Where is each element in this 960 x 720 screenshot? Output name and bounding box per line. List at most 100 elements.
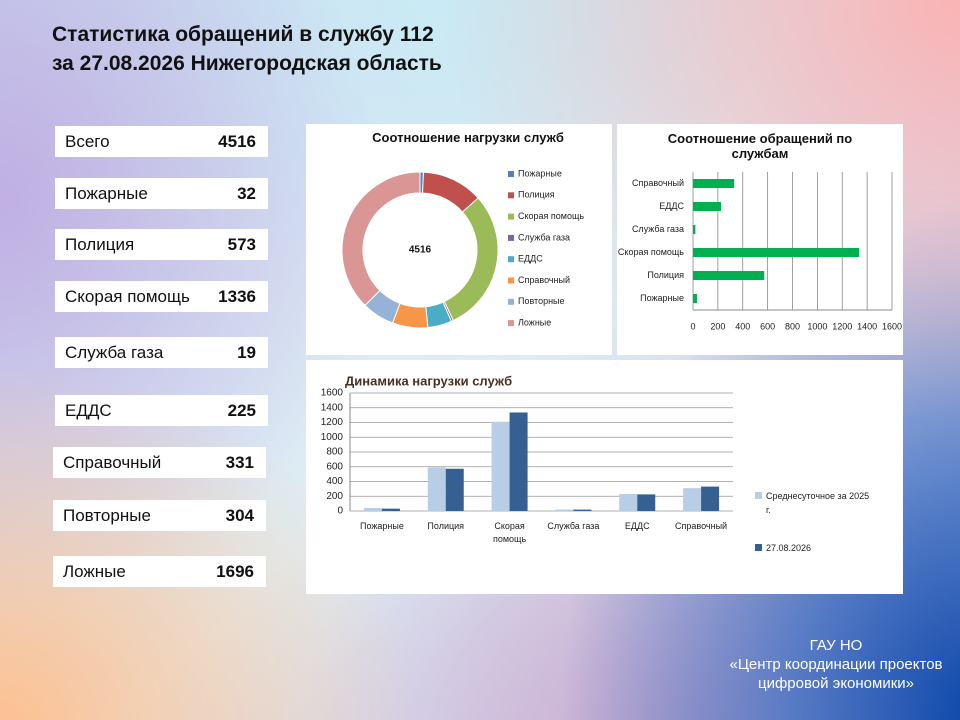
stat-value: 304: [225, 506, 254, 525]
x-tick-label: Полиция: [427, 521, 465, 531]
legend-label: Ложные: [518, 317, 551, 327]
stat-label: Служба газа: [65, 343, 164, 362]
y-tick-label: Скорая помощь: [618, 247, 684, 257]
legend-label: Справочный: [518, 275, 570, 285]
legend-swatch: [508, 192, 514, 199]
chart-title: Соотношение нагрузки служб: [372, 130, 564, 145]
x-tick-label: 1000: [807, 321, 827, 331]
legend-swatch: [508, 320, 514, 327]
stat-card: Скорая помощь 1336: [55, 281, 268, 312]
y-tick-label: 200: [326, 491, 343, 502]
y-tick-label: Пожарные: [640, 293, 684, 303]
x-tick-label: Скорая помощь: [492, 521, 527, 544]
bar: [491, 421, 510, 511]
stat-card: Пожарные 32: [55, 178, 268, 209]
bar: [683, 488, 702, 511]
bar: [555, 509, 574, 511]
legend-label: Полиция: [518, 190, 555, 200]
stat-label: Скорая помощь: [65, 287, 190, 306]
y-tick-label: 1400: [321, 402, 344, 413]
panel: [617, 124, 903, 355]
stat-label: Ложные: [63, 562, 126, 581]
stat-label: Повторные: [63, 506, 151, 525]
y-tick-label: ЕДДС: [659, 201, 684, 211]
bar: [509, 412, 528, 511]
y-tick-label: Полиция: [647, 270, 684, 280]
y-tick-label: 0: [337, 506, 343, 517]
x-tick-label: 1600: [882, 321, 902, 331]
title: за 27.08.2026 Нижегородская область: [52, 52, 442, 75]
y-tick-label: 1200: [321, 417, 344, 428]
y-tick-label: 1000: [321, 432, 344, 443]
stat-value: 32: [237, 184, 256, 203]
stat-card: ЕДДС 225: [55, 395, 268, 426]
stat-value: 19: [237, 343, 256, 362]
legend-swatch: [755, 492, 762, 499]
y-tick-label: 1600: [321, 388, 344, 399]
y-tick-label: 600: [326, 461, 343, 472]
bar: [363, 508, 382, 511]
footer: цифровой экономики»: [757, 675, 914, 692]
legend-swatch: [508, 298, 514, 305]
stat-value: 1696: [216, 562, 254, 581]
y-tick-label: 800: [326, 447, 343, 458]
legend-label: ЕДДС: [518, 254, 543, 264]
bar: [445, 468, 464, 511]
bar: [427, 467, 446, 511]
x-tick-label: Пожарные: [359, 521, 404, 531]
stat-value: 225: [227, 401, 256, 420]
legend-label: Пожарные: [518, 168, 562, 178]
stat-card: Справочный 331: [53, 447, 266, 478]
x-tick-label: Служба газа: [547, 521, 600, 531]
legend-label: Служба газа: [518, 232, 570, 242]
x-tick-label: 1200: [832, 321, 852, 331]
x-tick-label: 200: [710, 321, 725, 331]
chart-title: Динамика нагрузки служб: [345, 373, 512, 388]
y-tick-label: 400: [326, 476, 343, 487]
bar: [693, 179, 735, 188]
legend-label: 27.08.2026: [766, 543, 812, 553]
legend-swatch: [508, 234, 514, 241]
x-tick-label: 0: [690, 321, 695, 331]
legend-swatch: [508, 277, 514, 284]
title: Статистика обращений в службу 112: [52, 23, 434, 46]
donut-slice: [341, 171, 421, 307]
legend-swatch: [508, 171, 514, 177]
legend-swatch: [755, 544, 762, 551]
chart-title: Соотношение обращений по службам: [667, 131, 853, 161]
bar: [637, 494, 656, 511]
bar: [693, 248, 860, 257]
x-tick-label: 600: [760, 321, 775, 331]
bar: [693, 271, 765, 280]
stat-card: Ложные 1696: [53, 556, 266, 587]
legend-label: Повторные: [518, 296, 565, 306]
stat-label: Полиция: [65, 235, 135, 254]
x-tick-label: 800: [785, 321, 800, 331]
stat-card: Полиция 573: [55, 229, 268, 260]
stat-card: Всего 4516: [55, 126, 268, 157]
stat-label: Всего: [65, 132, 110, 151]
stat-value: 573: [227, 235, 256, 254]
legend-swatch: [508, 213, 514, 220]
stat-value: 4516: [218, 132, 256, 151]
y-tick-label: Справочный: [632, 178, 684, 188]
x-tick-label: 1400: [857, 321, 877, 331]
stat-value: 1336: [218, 287, 256, 306]
x-tick-label: 400: [735, 321, 750, 331]
legend-label: Скорая помощь: [518, 211, 584, 221]
x-tick-label: Справочный: [675, 521, 728, 531]
bar: [693, 294, 697, 303]
bar: [573, 509, 592, 511]
stat-label: Справочный: [63, 453, 162, 472]
bar: [619, 494, 638, 511]
stat-label: ЕДДС: [65, 401, 112, 420]
bar: [693, 225, 696, 234]
legend-swatch: [508, 256, 514, 263]
bar: [693, 202, 721, 211]
bar: [381, 508, 400, 511]
legend-label: Среднесуточное за 2025 г.: [766, 491, 870, 515]
x-tick-label: ЕДДС: [624, 521, 650, 531]
footer: ГАУ НО: [809, 637, 863, 654]
